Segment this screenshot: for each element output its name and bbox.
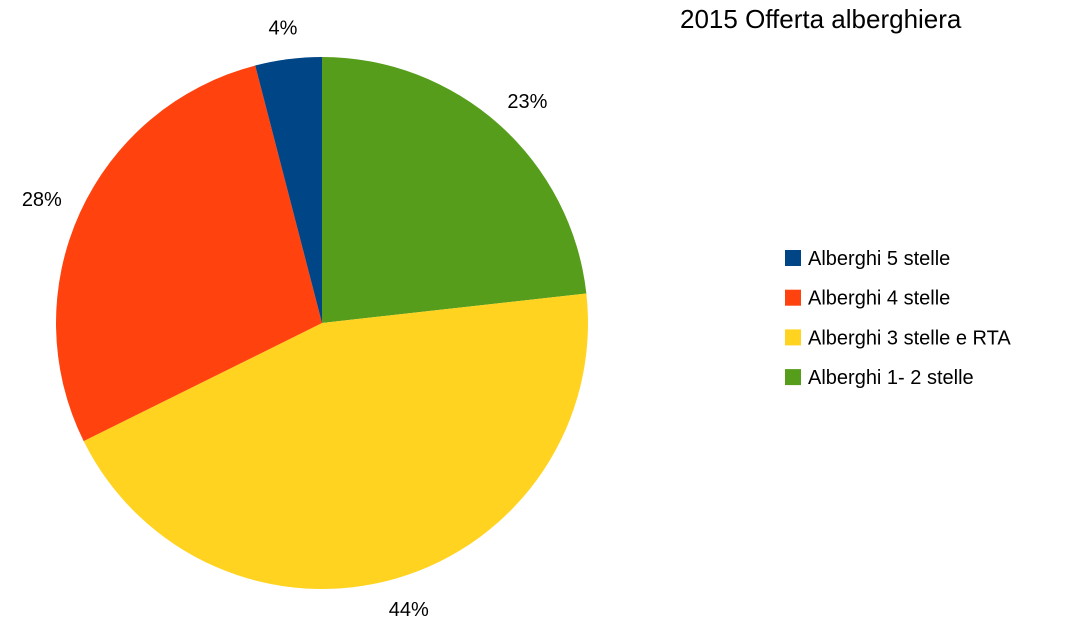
- data-label: 28%: [22, 189, 62, 211]
- legend-label: Alberghi 3 stelle e RTA: [808, 327, 1011, 349]
- pie-slice: [83, 293, 589, 589]
- legend-swatch: [785, 329, 801, 346]
- legend-label: Alberghi 1- 2 stelle: [808, 367, 974, 389]
- pie-slice: [255, 57, 322, 323]
- pie-slice: [55, 65, 322, 442]
- data-label: 23%: [507, 91, 547, 113]
- legend-swatch: [785, 250, 801, 266]
- data-label: 4%: [269, 17, 298, 39]
- pie-slice: [322, 57, 587, 323]
- legend-swatch: [785, 289, 801, 306]
- legend-label: Alberghi 5 stelle: [808, 248, 950, 270]
- legend-swatch: [785, 369, 801, 386]
- legend-label: Alberghi 4 stelle: [808, 288, 950, 310]
- data-label: 44%: [389, 599, 429, 619]
- chart-title: 2015 Offerta alberghiera: [680, 4, 962, 34]
